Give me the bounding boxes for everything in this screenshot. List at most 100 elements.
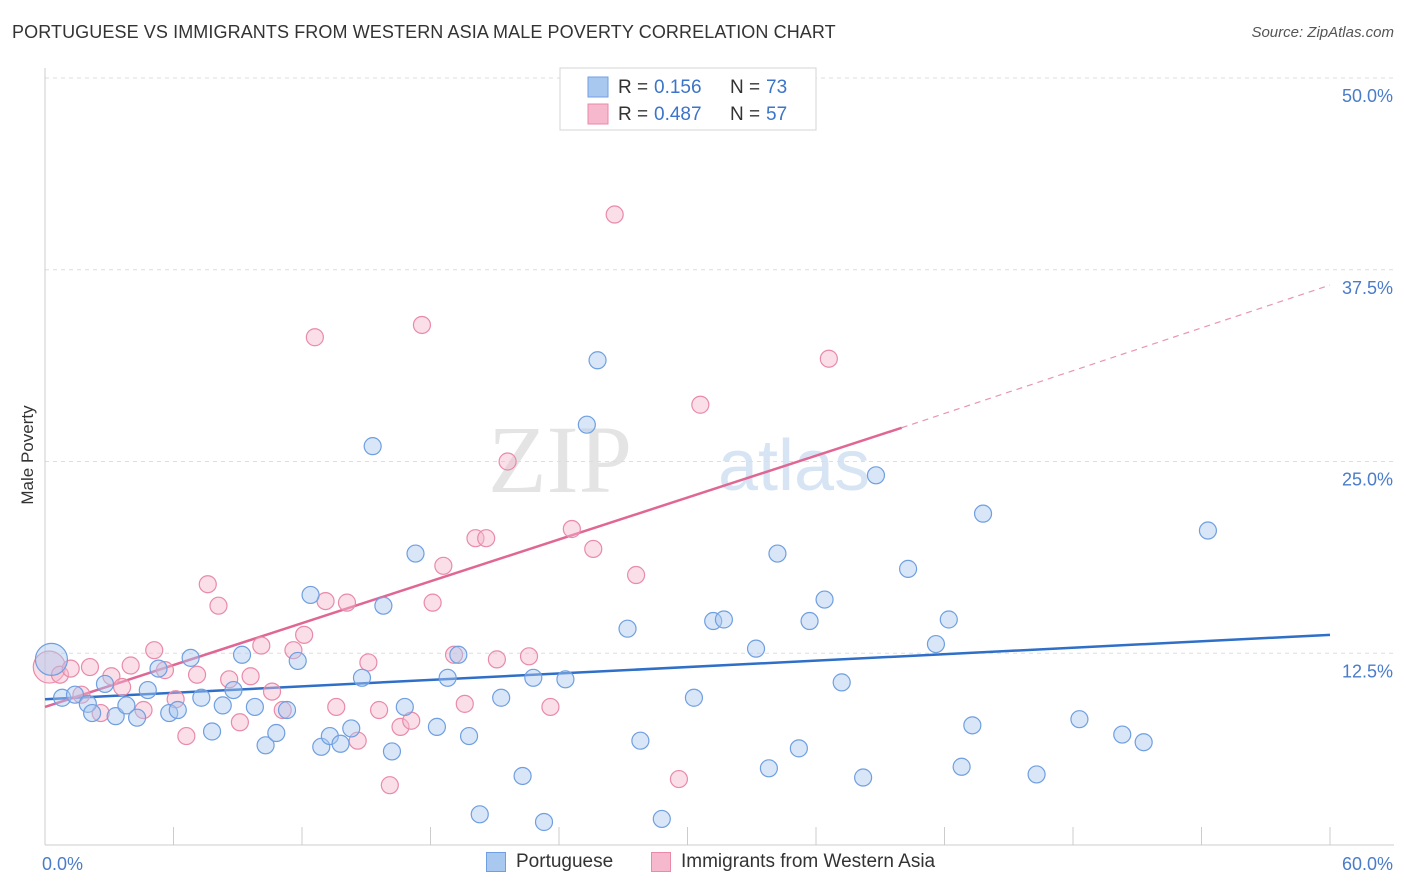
point-blue-61	[866, 466, 886, 485]
legend-swatch-portuguese	[486, 852, 506, 872]
point-blue-13	[181, 648, 200, 667]
point-blue-35	[427, 717, 447, 736]
data-points	[32, 205, 1218, 832]
point-blue-3	[78, 694, 97, 713]
point-blue-24	[301, 585, 320, 605]
legend-item-western-asia: Immigrants from Western Asia	[651, 851, 935, 873]
point-blue-21	[267, 723, 286, 743]
legend-r-label-blue: R =	[618, 77, 648, 98]
point-pink-20	[252, 636, 271, 655]
point-blue-52	[714, 610, 734, 629]
point-blue-49	[652, 809, 671, 829]
point-blue-48	[631, 731, 650, 750]
point-blue-65	[952, 757, 971, 776]
legend-item-portuguese: Portuguese	[486, 851, 613, 873]
point-pink-1	[50, 665, 70, 684]
point-blue-9	[138, 680, 157, 700]
point-blue-54	[759, 759, 778, 778]
point-pink-30	[359, 653, 378, 672]
point-pink-3	[72, 685, 91, 704]
legend-label-portuguese: Portuguese	[516, 851, 614, 872]
point-blue-41	[513, 766, 532, 786]
point-pink-49	[626, 565, 646, 585]
point-pink-37	[434, 556, 453, 575]
point-blue-64	[939, 610, 958, 629]
point-pink-24	[295, 625, 314, 644]
point-blue-5	[95, 674, 115, 694]
trend-lines	[44, 284, 1331, 709]
point-pink-44	[519, 647, 539, 666]
point-blue-68	[1027, 765, 1046, 784]
point-blue-60	[854, 768, 873, 787]
point-pink-32	[380, 776, 399, 795]
x-tick-label-1: 60.0%	[1342, 854, 1393, 874]
point-blue-12	[168, 700, 187, 720]
point-blue-59	[832, 673, 851, 692]
trend-line-blue	[44, 633, 1331, 701]
point-blue-27	[331, 734, 350, 753]
trend-line-pink	[44, 426, 903, 709]
point-pink-50	[669, 769, 689, 789]
point-pink-8	[121, 656, 140, 675]
point-blue-31	[374, 596, 393, 615]
legend-r-value-blue: 0.156	[654, 77, 702, 98]
x-tick-label-0: 0.0%	[42, 854, 83, 874]
legend-swatch-western-asia	[651, 852, 671, 872]
point-blue-33	[395, 697, 414, 717]
legend-swatch-pink	[587, 103, 609, 125]
point-blue-30	[363, 437, 382, 456]
y-tick-label-1: 25.0%	[1342, 470, 1393, 490]
correlation-legend: R = 0.156 N = 73 R = 0.487 N = 57	[559, 67, 817, 131]
point-blue-10	[149, 659, 168, 678]
point-blue-14	[192, 688, 211, 707]
point-blue-6	[106, 707, 125, 726]
point-pink-27	[327, 697, 346, 717]
point-pink-28	[337, 593, 357, 612]
point-blue-62	[898, 559, 918, 578]
axes	[44, 68, 1394, 846]
point-blue-38	[459, 726, 479, 746]
point-blue-45	[577, 415, 596, 434]
point-pink-40	[466, 529, 485, 548]
point-pink-23	[284, 641, 303, 660]
point-pink-25	[305, 328, 324, 347]
point-blue-67	[973, 504, 993, 523]
point-blue-42	[524, 668, 543, 687]
point-blue-47	[618, 619, 637, 638]
point-pink-48	[605, 205, 624, 224]
y-tick-label-3: 50.0%	[1342, 86, 1393, 106]
point-pink-36	[423, 593, 442, 612]
point-pink-17	[220, 670, 239, 689]
y-tick-label-2: 37.5%	[1342, 278, 1393, 298]
chart-title: PORTUGUESE VS IMMIGRANTS FROM WESTERN AS…	[12, 22, 836, 42]
point-pink-18	[230, 713, 249, 732]
point-blue-15	[202, 722, 222, 741]
point-pink-46	[562, 519, 581, 539]
point-pink-52	[819, 349, 838, 368]
point-blue-4	[83, 703, 102, 723]
y-tick-labels: 12.5% 25.0% 37.5% 50.0%	[1342, 86, 1393, 681]
point-pink-51	[691, 395, 710, 414]
watermark-atlas: atlas	[718, 426, 870, 506]
point-blue-7	[117, 696, 136, 715]
point-pink-14	[187, 665, 207, 684]
point-blue-19	[245, 697, 264, 717]
point-pink-16	[209, 596, 228, 615]
point-blue-58	[815, 590, 834, 609]
legend-swatch-blue	[587, 76, 609, 98]
point-blue-39	[470, 805, 489, 824]
point-blue-0	[34, 642, 69, 676]
point-pink-21	[262, 682, 282, 701]
point-pink-47	[584, 539, 603, 559]
legend-label-western-asia: Immigrants from Western Asia	[681, 851, 936, 872]
point-pink-7	[112, 677, 132, 697]
point-blue-23	[288, 651, 307, 671]
y-tick-label-0: 12.5%	[1342, 661, 1393, 681]
point-blue-46	[588, 351, 607, 370]
legend-n-value-blue: 73	[766, 77, 787, 98]
trend-line-extension-pink	[901, 284, 1331, 429]
point-blue-32	[382, 742, 402, 761]
x-tick-labels: 0.0% 60.0%	[42, 854, 1393, 874]
legend-n-label-blue: N =	[730, 77, 760, 98]
